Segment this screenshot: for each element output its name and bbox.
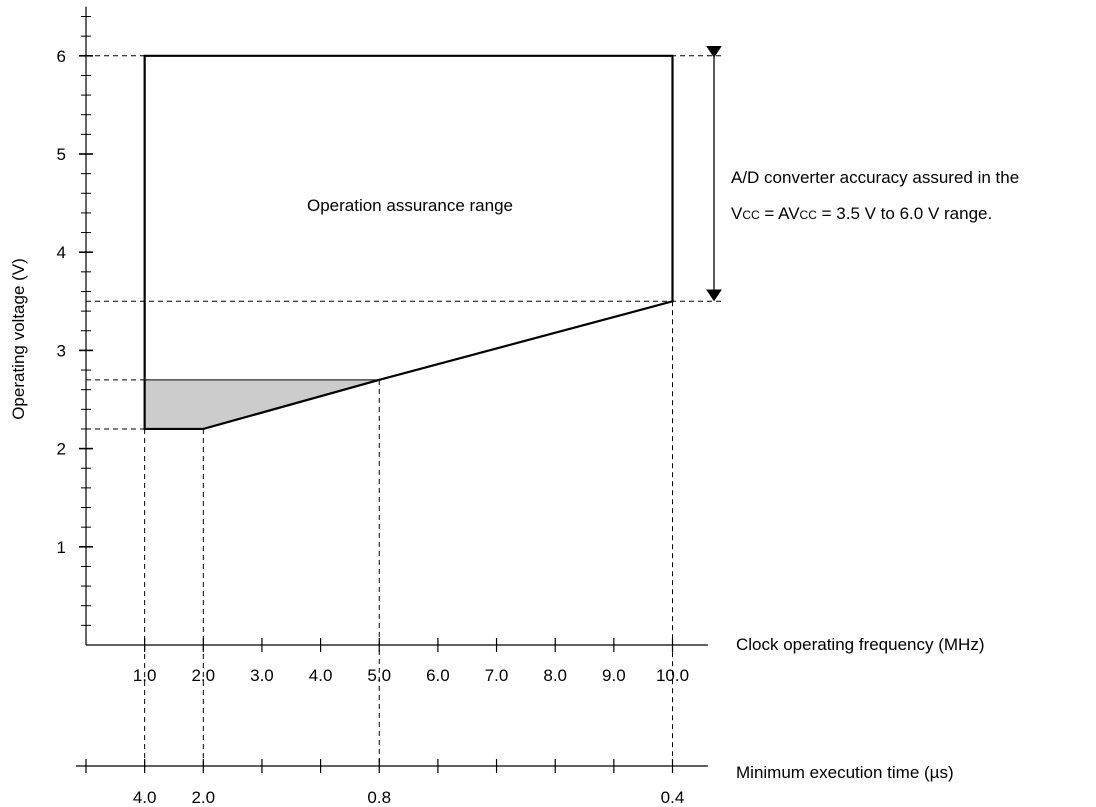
- shaded-region: [144, 379, 380, 429]
- annotation-line-1: A/D converter accuracy assured in the: [731, 168, 1019, 187]
- x-tick-label: 9.0: [602, 666, 626, 685]
- region-boundary: [143, 54, 674, 431]
- x-tick-label: 4.0: [309, 666, 333, 685]
- y-tick-label: 4: [57, 243, 66, 262]
- y-axis-label: Operating voltage (V): [9, 258, 28, 420]
- x-tick-label: 2.0: [191, 666, 215, 685]
- x2-tick-label: 2.0: [191, 788, 215, 807]
- operation-region: [143, 54, 674, 431]
- x-tick-label: 3.0: [250, 666, 274, 685]
- axes: [76, 6, 708, 767]
- y-tick-label: 2: [57, 440, 66, 459]
- x-tick-label: 6.0: [426, 666, 450, 685]
- x2-tick-label: 4.0: [133, 788, 157, 807]
- x-tick-label: 1.0: [133, 666, 157, 685]
- y-tick-label: 5: [57, 145, 66, 164]
- region-label: Operation assurance range: [307, 196, 513, 215]
- annotation-text: = AV: [760, 204, 801, 223]
- y-tick-label: 1: [57, 538, 66, 557]
- x2-axis-label: Minimum execution time (µs): [736, 763, 954, 782]
- tick-labels: 1 2 3 4 5 6 1.0 2.0 3.0 4.0 5.0 6.0 7.0 8.0 9.0 10.0 4.0…: [57, 47, 690, 807]
- x-tick-label: 5.0: [367, 666, 391, 685]
- annotation-line-2: VCC = AVCC = 3.5 V to 6.0 V range.: [731, 204, 992, 223]
- subscript-text: CC: [800, 208, 818, 222]
- y-tick-label: 6: [57, 47, 66, 66]
- x-tick-label: 8.0: [543, 666, 567, 685]
- tick-marks: [79, 16, 674, 773]
- y-tick-label: 3: [57, 341, 66, 360]
- x2-tick-label: 0.8: [367, 788, 391, 807]
- annotation-text: V: [731, 204, 743, 223]
- subscript-text: CC: [742, 208, 760, 222]
- x-tick-label: 10.0: [656, 666, 689, 685]
- x2-tick-label: 0.4: [661, 788, 685, 807]
- x-axis-label: Clock operating frequency (MHz): [736, 635, 984, 654]
- annotation-text: = 3.5 V to 6.0 V range.: [817, 204, 992, 223]
- x-tick-label: 7.0: [485, 666, 509, 685]
